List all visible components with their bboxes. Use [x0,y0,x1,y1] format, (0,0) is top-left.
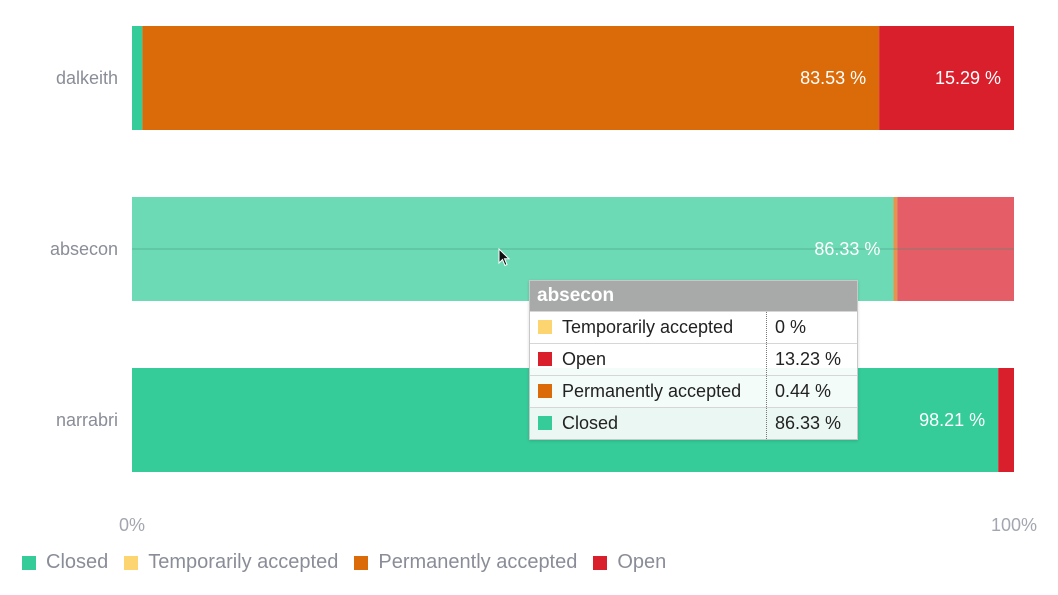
legend-label-open: Open [617,551,667,573]
legend-swatch-permanently-accepted [354,555,369,570]
data-label-dalkeith-open: 15.29 % [935,68,1001,88]
tooltip-row-value: 13.23 % [766,343,857,376]
hover-tooltip: absecon Temporarily accepted 0 % Open 13… [529,280,858,440]
legend-swatch-temporarily-accepted [124,555,139,570]
legend-swatch-open [593,555,608,570]
tooltip-row-label: Open [562,349,607,369]
tooltip-row-label: Closed [562,413,619,433]
tooltip-row-permanently-accepted: Permanently accepted 0.44 % [530,375,857,408]
legend-label-temporarily-accepted: Temporarily accepted [148,551,339,573]
stacked-bar-chart: dalkeith 83.53 % 15.29 % absecon 86.33 % narr… [50,26,1037,535]
tooltip-row-value: 0 % [766,311,857,344]
legend-item-open[interactable]: Open [593,551,666,574]
category-label-dalkeith: dalkeith [56,68,118,88]
x-tick-label: 100% [991,515,1037,535]
tooltip-title: absecon [530,281,857,311]
chart-legend: Closed Temporarily accepted Permanently … [22,551,682,574]
bar-narrabri-open[interactable] [998,368,1014,472]
data-label-absecon-closed: 86.33 % [814,239,880,259]
legend-swatch-closed [22,555,36,570]
data-label-narrabri-closed: 98.21 % [919,410,985,430]
legend-item-closed[interactable]: Closed [22,551,108,574]
x-tick-label: 0% [119,515,145,535]
tooltip-swatch [538,416,552,430]
data-label-dalkeith-permanently-accepted: 83.53 % [800,68,866,88]
tooltip-swatch [538,384,552,398]
tooltip-row-label: Permanently accepted [562,381,742,401]
bar-dalkeith-closed[interactable] [132,26,143,130]
tooltip-row-value: 86.33 % [766,407,857,439]
bar-dalkeith-permanently-accepted[interactable] [142,26,880,130]
legend-label-closed: Closed [46,551,109,573]
tooltip-table: Temporarily accepted 0 % Open 13.23 % Pe… [530,311,857,439]
tooltip-row-label: Temporarily accepted [562,317,734,337]
tooltip-swatch [538,320,552,334]
category-label-absecon: absecon [50,239,118,259]
tooltip-row-closed: Closed 86.33 % [530,407,857,439]
legend-label-permanently-accepted: Permanently accepted [378,551,578,573]
bar-dalkeith-open[interactable] [879,26,1014,130]
tooltip-swatch [538,352,552,366]
legend-item-temporarily-accepted[interactable]: Temporarily accepted [124,551,338,574]
category-label-narrabri: narrabri [56,410,118,430]
tooltip-row-value: 0.44 % [766,375,857,408]
legend-item-permanently-accepted[interactable]: Permanently accepted [354,551,577,574]
tooltip-row-open: Open 13.23 % [530,343,857,376]
mouse-cursor-icon [498,248,511,267]
tooltip-row-temporarily-accepted: Temporarily accepted 0 % [530,311,857,344]
